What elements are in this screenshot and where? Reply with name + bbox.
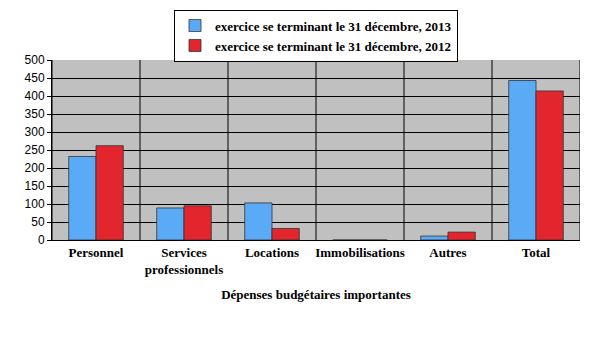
- svg-text:exercice se terminant le 31 dé: exercice se terminant le 31 décembre, 20…: [215, 19, 451, 34]
- svg-text:exercice se terminant le 31 dé: exercice se terminant le 31 décembre, 20…: [215, 39, 451, 54]
- svg-text:450: 450: [25, 71, 45, 85]
- svg-text:100: 100: [25, 197, 45, 211]
- svg-text:0: 0: [38, 233, 45, 247]
- svg-text:350: 350: [25, 107, 45, 121]
- svg-text:Personnel: Personnel: [69, 245, 124, 260]
- svg-text:150: 150: [25, 179, 45, 193]
- svg-text:200: 200: [25, 161, 45, 175]
- svg-text:Total: Total: [522, 245, 551, 260]
- svg-text:Dépenses budgétaires important: Dépenses budgétaires importantes: [221, 287, 411, 302]
- svg-text:Locations: Locations: [245, 245, 299, 260]
- svg-text:250: 250: [25, 143, 45, 157]
- svg-text:500: 500: [25, 53, 45, 67]
- svg-text:Autres: Autres: [429, 245, 466, 260]
- svg-text:400: 400: [25, 89, 45, 103]
- svg-text:Servicesprofessionnels: Servicesprofessionnels: [145, 245, 224, 277]
- svg-text:Immobilisations: Immobilisations: [315, 245, 405, 260]
- svg-text:300: 300: [25, 125, 45, 139]
- svg-text:50: 50: [31, 215, 45, 229]
